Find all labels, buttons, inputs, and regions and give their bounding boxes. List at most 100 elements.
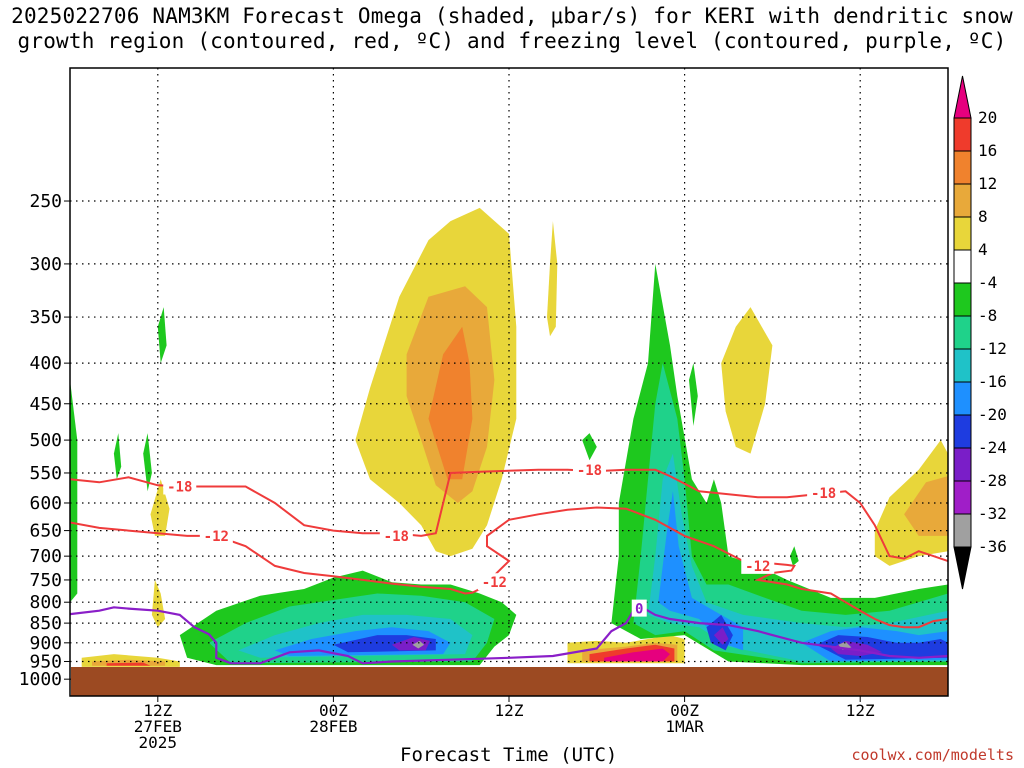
freezing-label-0: 0 bbox=[635, 602, 643, 618]
x-tick-label-1-0: 00Z bbox=[319, 701, 348, 720]
y-tick-label-350: 350 bbox=[29, 307, 62, 328]
colorbar-box-6 bbox=[953, 315, 972, 350]
colorbar-label-13: -36 bbox=[978, 537, 1007, 556]
omega-region-11 bbox=[904, 476, 948, 536]
colorbar-box-11 bbox=[953, 480, 972, 515]
omega-region-15 bbox=[604, 648, 670, 662]
colorbar-label-10: -24 bbox=[978, 438, 1007, 457]
y-tick-label-1000: 1000 bbox=[19, 669, 62, 690]
y-tick-label-800: 800 bbox=[29, 592, 62, 613]
colorbar-label-3: 8 bbox=[978, 207, 988, 226]
dgz-label-6-bg bbox=[741, 556, 775, 574]
y-axis: 2503003504004505005506006507007508008509… bbox=[19, 191, 70, 690]
colorbar-label-5: -4 bbox=[978, 273, 997, 292]
colorbar-box-9 bbox=[953, 414, 972, 449]
colorbar-bottom-arrow bbox=[953, 546, 972, 590]
ground-surface bbox=[71, 667, 948, 696]
y-tick-label-550: 550 bbox=[29, 463, 62, 484]
omega-region-18 bbox=[113, 433, 122, 480]
dgz-contour-4 bbox=[70, 506, 948, 629]
x-tick-label-4-0: 12Z bbox=[846, 701, 875, 720]
dgz-label-1-bg bbox=[572, 460, 606, 478]
x-tick-label-0-2: 2025 bbox=[139, 733, 178, 752]
dgz-label-6: -12 bbox=[745, 559, 770, 575]
dgz-label-4-bg bbox=[199, 526, 233, 544]
dgz-label-2: -18 bbox=[811, 486, 836, 502]
y-tick-label-950: 950 bbox=[29, 651, 62, 672]
colorbar-label-9: -20 bbox=[978, 405, 1007, 424]
dgz-contour-0 bbox=[70, 468, 948, 562]
y-tick-label-750: 750 bbox=[29, 570, 62, 591]
dgz-label-3: -18 bbox=[384, 529, 409, 545]
contours: -18 -18 -18 -18 -12 -12 -12 0 bbox=[70, 460, 948, 665]
y-tick-label-300: 300 bbox=[29, 254, 62, 275]
x-tick-label-0-0: 12Z bbox=[143, 701, 172, 720]
omega-region-26 bbox=[412, 640, 425, 649]
credit-link[interactable]: coolwx.com/modelts bbox=[851, 746, 1014, 764]
omega-region-34 bbox=[713, 627, 729, 645]
colorbar-label-6: -8 bbox=[978, 306, 997, 325]
dgz-label-4: -12 bbox=[204, 529, 229, 545]
colorbar-box-0 bbox=[953, 117, 972, 152]
colorbar-label-2: 12 bbox=[978, 174, 997, 193]
omega-region-2 bbox=[106, 662, 151, 666]
y-tick-label-400: 400 bbox=[29, 353, 62, 374]
colorbar-box-7 bbox=[953, 348, 972, 383]
y-tick-label-850: 850 bbox=[29, 613, 62, 634]
y-tick-label-700: 700 bbox=[29, 546, 62, 567]
colorbar-box-10 bbox=[953, 447, 972, 482]
dgz-label-0-bg bbox=[163, 477, 197, 495]
y-tick-label-650: 650 bbox=[29, 521, 62, 542]
omega-region-19 bbox=[143, 433, 152, 492]
colorbar-top-arrow bbox=[953, 75, 972, 119]
omega-region-32 bbox=[658, 491, 744, 651]
x-tick-label-3-0: 00Z bbox=[670, 701, 699, 720]
dgz-label-2-bg bbox=[807, 484, 841, 502]
colorbar-label-8: -16 bbox=[978, 372, 1007, 391]
colorbar-label-4: 4 bbox=[978, 240, 988, 259]
y-tick-label-450: 450 bbox=[29, 394, 62, 415]
freezing-label-0-bg bbox=[631, 599, 647, 617]
x-tick-label-3-1: 1MAR bbox=[665, 717, 704, 736]
chart-title: 2025022706 NAM3KM Forecast Omega (shaded… bbox=[0, 4, 1024, 54]
omega-region-31 bbox=[648, 453, 948, 662]
freezing-contour-0 bbox=[70, 605, 948, 665]
omega-region-4 bbox=[151, 579, 166, 628]
y-tick-label-500: 500 bbox=[29, 430, 62, 451]
colorbar-label-1: 16 bbox=[978, 141, 997, 160]
colorbar-label-0: 20 bbox=[978, 108, 997, 127]
dgz-label-1: -18 bbox=[577, 463, 602, 479]
colorbar-box-2 bbox=[953, 183, 972, 218]
y-tick-label-600: 600 bbox=[29, 493, 62, 514]
colorbar-box-3 bbox=[953, 216, 972, 251]
dgz-label-0: -18 bbox=[167, 479, 192, 495]
omega-region-9 bbox=[721, 307, 773, 454]
omega-region-29 bbox=[689, 363, 698, 426]
colorbar-box-5 bbox=[953, 282, 972, 317]
title-line-2: growth region (contoured, red, ºC) and f… bbox=[17, 29, 1007, 53]
colorbar-label-11: -28 bbox=[978, 471, 1007, 490]
omega-region-8 bbox=[547, 221, 558, 337]
colorbar-box-12 bbox=[953, 513, 972, 548]
dgz-label-5: -12 bbox=[482, 575, 507, 591]
dgz-label-5-bg bbox=[477, 573, 511, 591]
y-tick-label-900: 900 bbox=[29, 633, 62, 654]
omega-region-39 bbox=[790, 546, 799, 566]
omega-region-7 bbox=[428, 326, 473, 480]
colorbar-label-12: -32 bbox=[978, 504, 1007, 523]
x-axis-label: Forecast Time (UTC) bbox=[400, 744, 618, 766]
y-tick-label-250: 250 bbox=[29, 191, 62, 212]
x-tick-label-1-1: 28FEB bbox=[309, 717, 357, 736]
colorbar-box-4 bbox=[953, 249, 972, 284]
x-tick-label-2-0: 12Z bbox=[495, 701, 524, 720]
colorbar-box-8 bbox=[953, 381, 972, 416]
colorbar: 20 16 12 8 4 -4 -8 -12 -16 -20 -24 -28 -32 -36 bbox=[953, 75, 1007, 590]
omega-region-27 bbox=[582, 433, 597, 461]
omega-shading bbox=[70, 207, 948, 667]
x-tick-label-0-1: 27FEB bbox=[134, 717, 182, 736]
omega-region-16 bbox=[70, 380, 78, 603]
omega-region-17 bbox=[157, 307, 167, 364]
colorbar-box-1 bbox=[953, 150, 972, 185]
